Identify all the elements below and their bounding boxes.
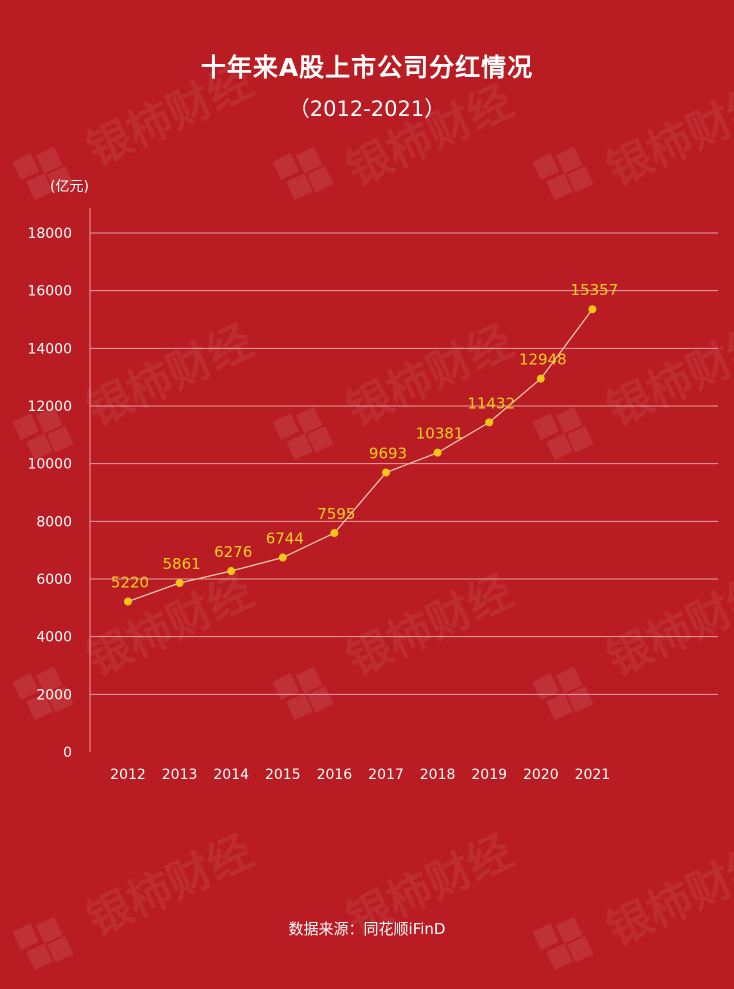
series-polyline [127,308,593,603]
x-tick-label: 2021 [575,767,611,783]
data-point [227,567,236,576]
chart-subtitle: （2012-2021） [288,97,446,121]
data-point [433,448,442,457]
y-tick-label: 10000 [27,457,72,473]
y-tick-label: 6000 [36,572,72,588]
y-axis-unit-label: (亿元) [50,179,89,195]
x-tick-label: 2016 [317,767,353,783]
x-tick-label: 2012 [110,767,146,783]
series-line [127,308,593,603]
data-label: 10381 [416,425,464,443]
x-tick-label: 2015 [265,767,301,783]
data-label: 7595 [317,505,355,523]
y-tick-label: 16000 [27,284,72,300]
data-source: 数据来源：同花顺iFinD [288,920,446,938]
data-label: 6744 [266,530,304,548]
y-tick-label: 4000 [36,630,72,646]
x-tick-label: 2020 [523,767,559,783]
x-tick-label: 2017 [368,767,404,783]
data-point [382,468,390,477]
y-tick-label: 12000 [27,399,72,415]
data-label: 12948 [519,351,567,369]
data-label: 5220 [111,573,149,591]
data-point [588,305,597,314]
data-label: 9693 [369,445,407,463]
data-point [485,418,494,427]
data-point [278,553,287,562]
data-point [175,579,184,588]
x-tick-label: 2013 [162,767,198,783]
data-point [124,597,132,606]
y-tick-label: 8000 [36,514,72,530]
data-point [330,529,339,538]
y-tick-label: 18000 [27,226,72,242]
y-tick-label: 14000 [27,341,72,357]
x-tick-label: 2014 [213,767,249,783]
y-tick-label: 2000 [36,687,72,703]
y-tick-label: 0 [63,745,72,761]
data-label: 5861 [163,555,201,573]
chart-title: 十年来A股上市公司分红情况 [200,53,534,82]
grid-lines [90,232,718,695]
data-label: 6276 [214,543,252,561]
x-axis-ticks: 2012 2013 2014 2015 2016 2017 2018 2019 2020 2021 [110,767,610,783]
x-tick-label: 2019 [471,767,507,783]
x-tick-label: 2018 [420,767,456,783]
data-label: 11432 [467,394,515,412]
data-label: 15357 [571,281,619,299]
y-axis-ticks: 0 2000 4000 6000 8000 10000 12000 14000 16000 180… [27,226,72,761]
data-point [536,374,545,383]
data-points [124,305,597,606]
